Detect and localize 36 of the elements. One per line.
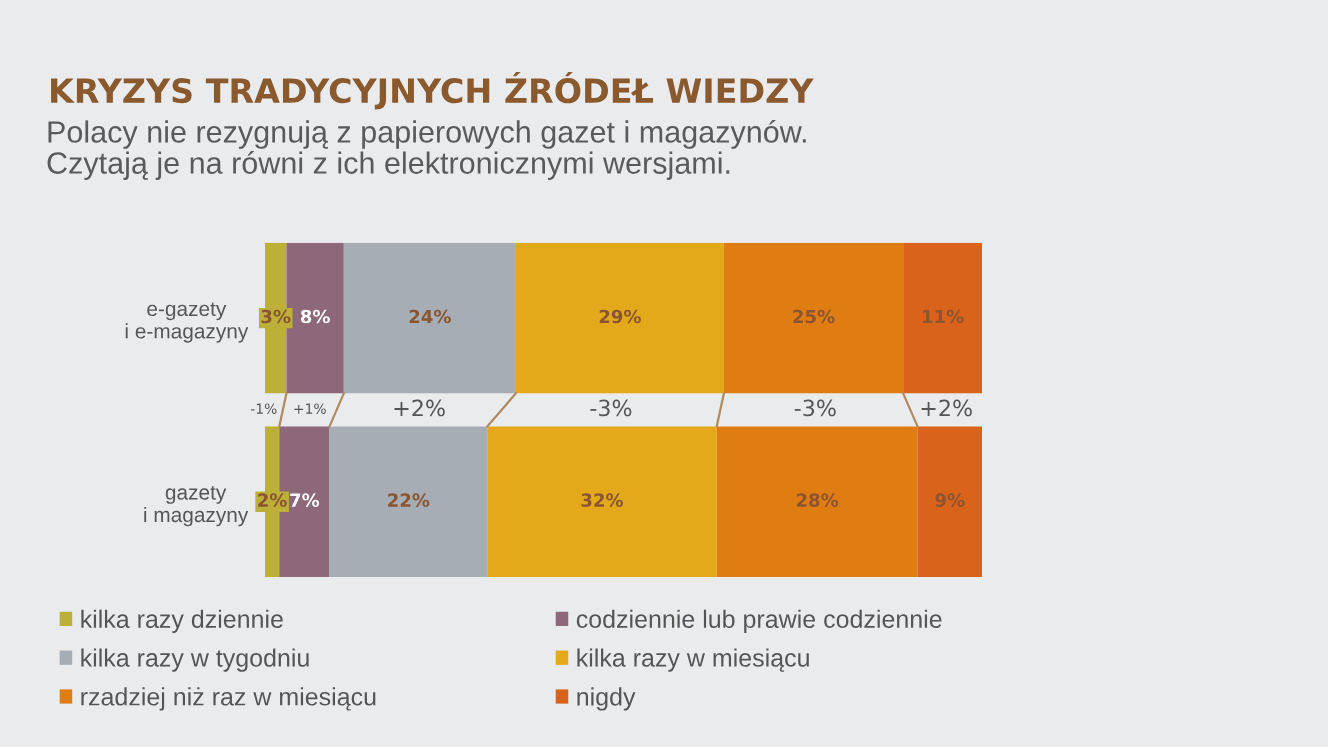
- annotation: -3%: [590, 399, 632, 417]
- y-tick-label: e-gazety i e-magazyny: [125, 302, 249, 343]
- data-label: 29%: [599, 309, 641, 324]
- data-label: 8%: [300, 309, 330, 324]
- data-label: 9%: [935, 493, 965, 507]
- bar: [343, 242, 516, 394]
- bar: [716, 426, 918, 577]
- legend-label: nigdy: [577, 687, 636, 711]
- legend-label: kilka razy dziennie: [81, 609, 283, 633]
- data-label: 22%: [388, 493, 430, 507]
- bar: [723, 242, 904, 394]
- data-label: 2%: [258, 493, 287, 507]
- data-label: 7%: [290, 493, 320, 507]
- data-label: 28%: [796, 493, 839, 507]
- annotation: -3%: [794, 399, 836, 417]
- annotation: -1%: [250, 403, 277, 414]
- annotation: +2%: [921, 399, 972, 417]
- bar: [917, 426, 983, 577]
- chart-title: KRYZYS TRADYCYJNYCH ŹRÓDEŁ WIEDZY: [51, 71, 814, 110]
- bar: [487, 426, 717, 577]
- data-label: 3%: [261, 309, 291, 324]
- bar: [903, 242, 983, 394]
- data-label: 11%: [923, 309, 964, 324]
- chart-subtitle: Polacy nie rezygnują z papierowych gazet i magazynów. Czytają je na równi z ich elektronicznymi wersjami.: [47, 120, 806, 180]
- legend-label: kilka razy w miesiącu: [577, 648, 809, 672]
- data-label: 32%: [581, 493, 624, 507]
- bar: [515, 242, 724, 394]
- bar: [329, 426, 488, 577]
- y-tick-label: gazety i magazyny: [144, 486, 249, 527]
- data-label: 25%: [793, 309, 835, 324]
- annotation: +2%: [394, 399, 445, 417]
- data-label: 24%: [409, 309, 451, 324]
- legend-label: kilka razy w tygodniu: [81, 648, 309, 672]
- legend-label: codziennie lub prawie codziennie: [576, 609, 942, 633]
- annotation: +1%: [294, 403, 326, 414]
- legend-label: rzadziej niż raz w miesiącu: [81, 687, 376, 711]
